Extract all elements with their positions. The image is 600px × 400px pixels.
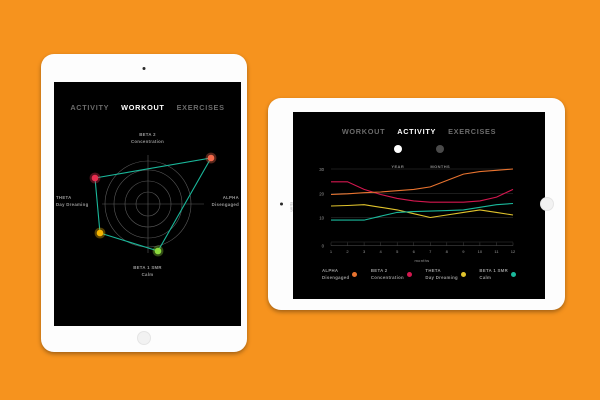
svg-text:7: 7 xyxy=(429,249,432,254)
svg-text:11: 11 xyxy=(494,249,499,254)
svg-text:10: 10 xyxy=(319,216,324,221)
svg-text:2: 2 xyxy=(346,249,349,254)
svg-text:9: 9 xyxy=(462,249,465,254)
svg-text:12: 12 xyxy=(511,249,516,254)
svg-text:4: 4 xyxy=(379,249,382,254)
svg-text:6: 6 xyxy=(413,249,416,254)
svg-text:5: 5 xyxy=(396,249,399,254)
svg-text:8: 8 xyxy=(446,249,449,254)
svg-text:0: 0 xyxy=(322,244,325,249)
svg-text:1: 1 xyxy=(330,249,333,254)
svg-text:3: 3 xyxy=(363,249,366,254)
svg-text:10: 10 xyxy=(478,249,483,254)
svg-text:30: 30 xyxy=(319,167,324,172)
svg-text:20: 20 xyxy=(319,191,324,196)
